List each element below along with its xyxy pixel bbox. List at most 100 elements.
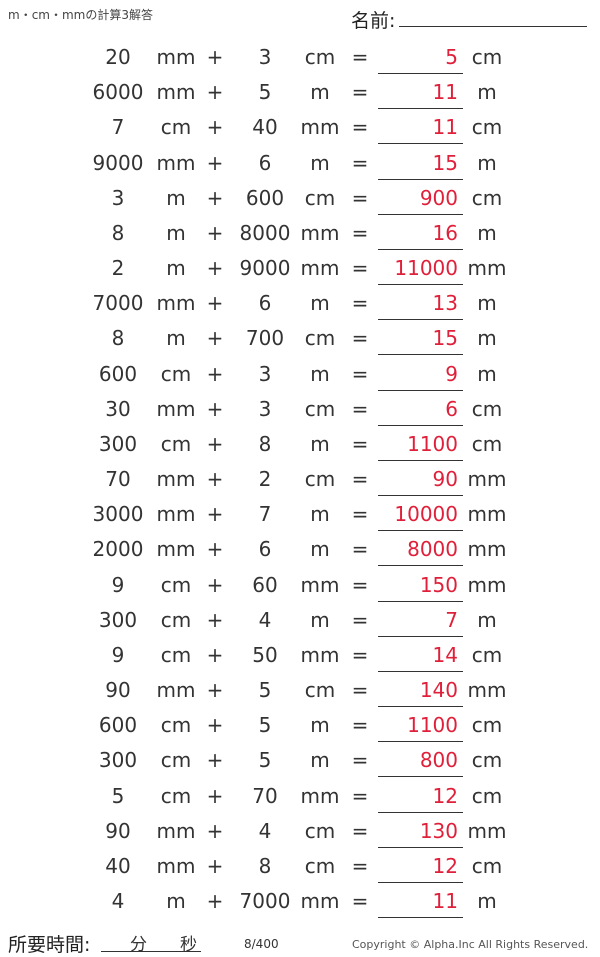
problem-row: 300 cm +5 m = 800 cm [0,745,600,778]
problem-row: 2 m +9000 mm = 11000 mm [0,253,600,286]
equals-sign: = [351,783,369,808]
equals-sign: = [351,713,369,738]
second-unit: mm [300,889,340,914]
problem-row: 40 mm +8 cm = 12 cm [0,851,600,883]
equals-sign: = [351,45,369,69]
first-number: 40 [105,853,131,878]
answer-unit: mm [467,467,507,492]
answer-line [378,73,463,74]
second-number: 6 [258,291,272,316]
equals-sign: = [351,889,369,914]
answer-unit: cm [471,853,503,878]
first-number: 9 [111,642,125,667]
answer-line [378,917,463,919]
second-number: 40 [252,115,278,140]
plus-sign: + [206,889,224,914]
problem-row: 600 cm +5 m = 1100 cm [0,710,600,743]
equals-sign: = [351,291,369,316]
answer: 15 [432,326,458,351]
first-number: 70 [105,467,131,492]
plus-sign: + [206,396,224,421]
first-unit: cm [160,642,192,667]
first-number: 300 [98,748,138,773]
answer-line [378,565,463,567]
equals-sign: = [351,853,369,878]
first-number: 600 [98,713,138,738]
second-unit: m [310,607,330,632]
answer-line [378,635,463,637]
first-number: 3000 [92,502,144,527]
answer: 130 [419,818,458,843]
plus-sign: + [206,642,224,667]
first-unit: cm [160,115,192,140]
answer-unit: cm [471,45,503,69]
problem-row: 7000 mm +6 m = 13 m [0,288,600,321]
first-number: 300 [98,607,138,632]
equals-sign: = [351,150,369,175]
plus-sign: + [206,431,224,456]
answer: 140 [419,678,458,703]
equals-sign: = [351,607,369,632]
answer-unit: m [477,889,497,914]
first-unit: mm [156,80,196,105]
answer-line [378,424,463,426]
second-unit: m [310,80,330,105]
first-number: 8 [111,220,125,245]
answer-line [378,178,463,180]
second-number: 4 [258,607,272,632]
plus-sign: + [206,185,224,210]
plus-sign: + [206,502,224,527]
first-number: 2000 [92,537,144,562]
answer-line [378,284,463,286]
first-unit: mm [156,853,196,878]
answer-unit: cm [471,783,503,808]
second-number: 7000 [239,889,291,914]
problem-row: 600 cm +3 m = 9 m [0,359,600,391]
plus-sign: + [206,115,224,140]
second-unit: mm [300,256,340,281]
second-unit: mm [300,115,340,140]
equals-sign: = [351,537,369,562]
answer: 90 [432,467,458,492]
second-number: 5 [258,80,272,105]
second-number: 7 [258,502,272,527]
answer-unit: mm [467,572,507,597]
second-unit: mm [300,642,340,667]
second-unit: m [310,713,330,738]
answer: 15 [432,150,458,175]
plus-sign: + [206,467,224,492]
second-number: 6 [258,150,272,175]
answer: 800 [419,748,458,773]
second-unit: cm [304,326,336,351]
equals-sign: = [351,326,369,351]
problem-row: 3 m +600 cm = 900 cm [0,183,600,215]
second-number: 70 [252,783,278,808]
first-number: 300 [98,431,138,456]
first-unit: mm [156,678,196,703]
answer-line [378,459,463,461]
second-unit: m [310,502,330,527]
first-unit: mm [156,396,196,421]
first-unit: m [166,220,186,245]
name-label: 名前: [351,10,396,32]
answer: 7 [445,607,458,632]
problem-row: 7 cm +40 mm = 11 cm [0,112,600,145]
problem-row: 4 m +7000 mm = 11 m [0,886,600,919]
answer-unit: m [477,220,497,245]
equals-sign: = [351,80,369,105]
answer-line [378,143,463,145]
second-unit: m [310,291,330,316]
answer-unit: m [477,607,497,632]
answer: 1100 [407,431,458,456]
answer: 6 [445,396,458,421]
answer-unit: cm [471,748,503,773]
problem-row: 5 cm +70 mm = 12 cm [0,781,600,813]
answer-unit: m [477,291,497,316]
problem-row: 8 m +700 cm = 15 m [0,323,600,356]
answer-line [378,881,463,883]
first-unit: cm [160,607,192,632]
first-unit: m [166,185,186,210]
answer-line [378,495,463,497]
first-unit: cm [160,431,192,456]
equals-sign: = [351,256,369,281]
